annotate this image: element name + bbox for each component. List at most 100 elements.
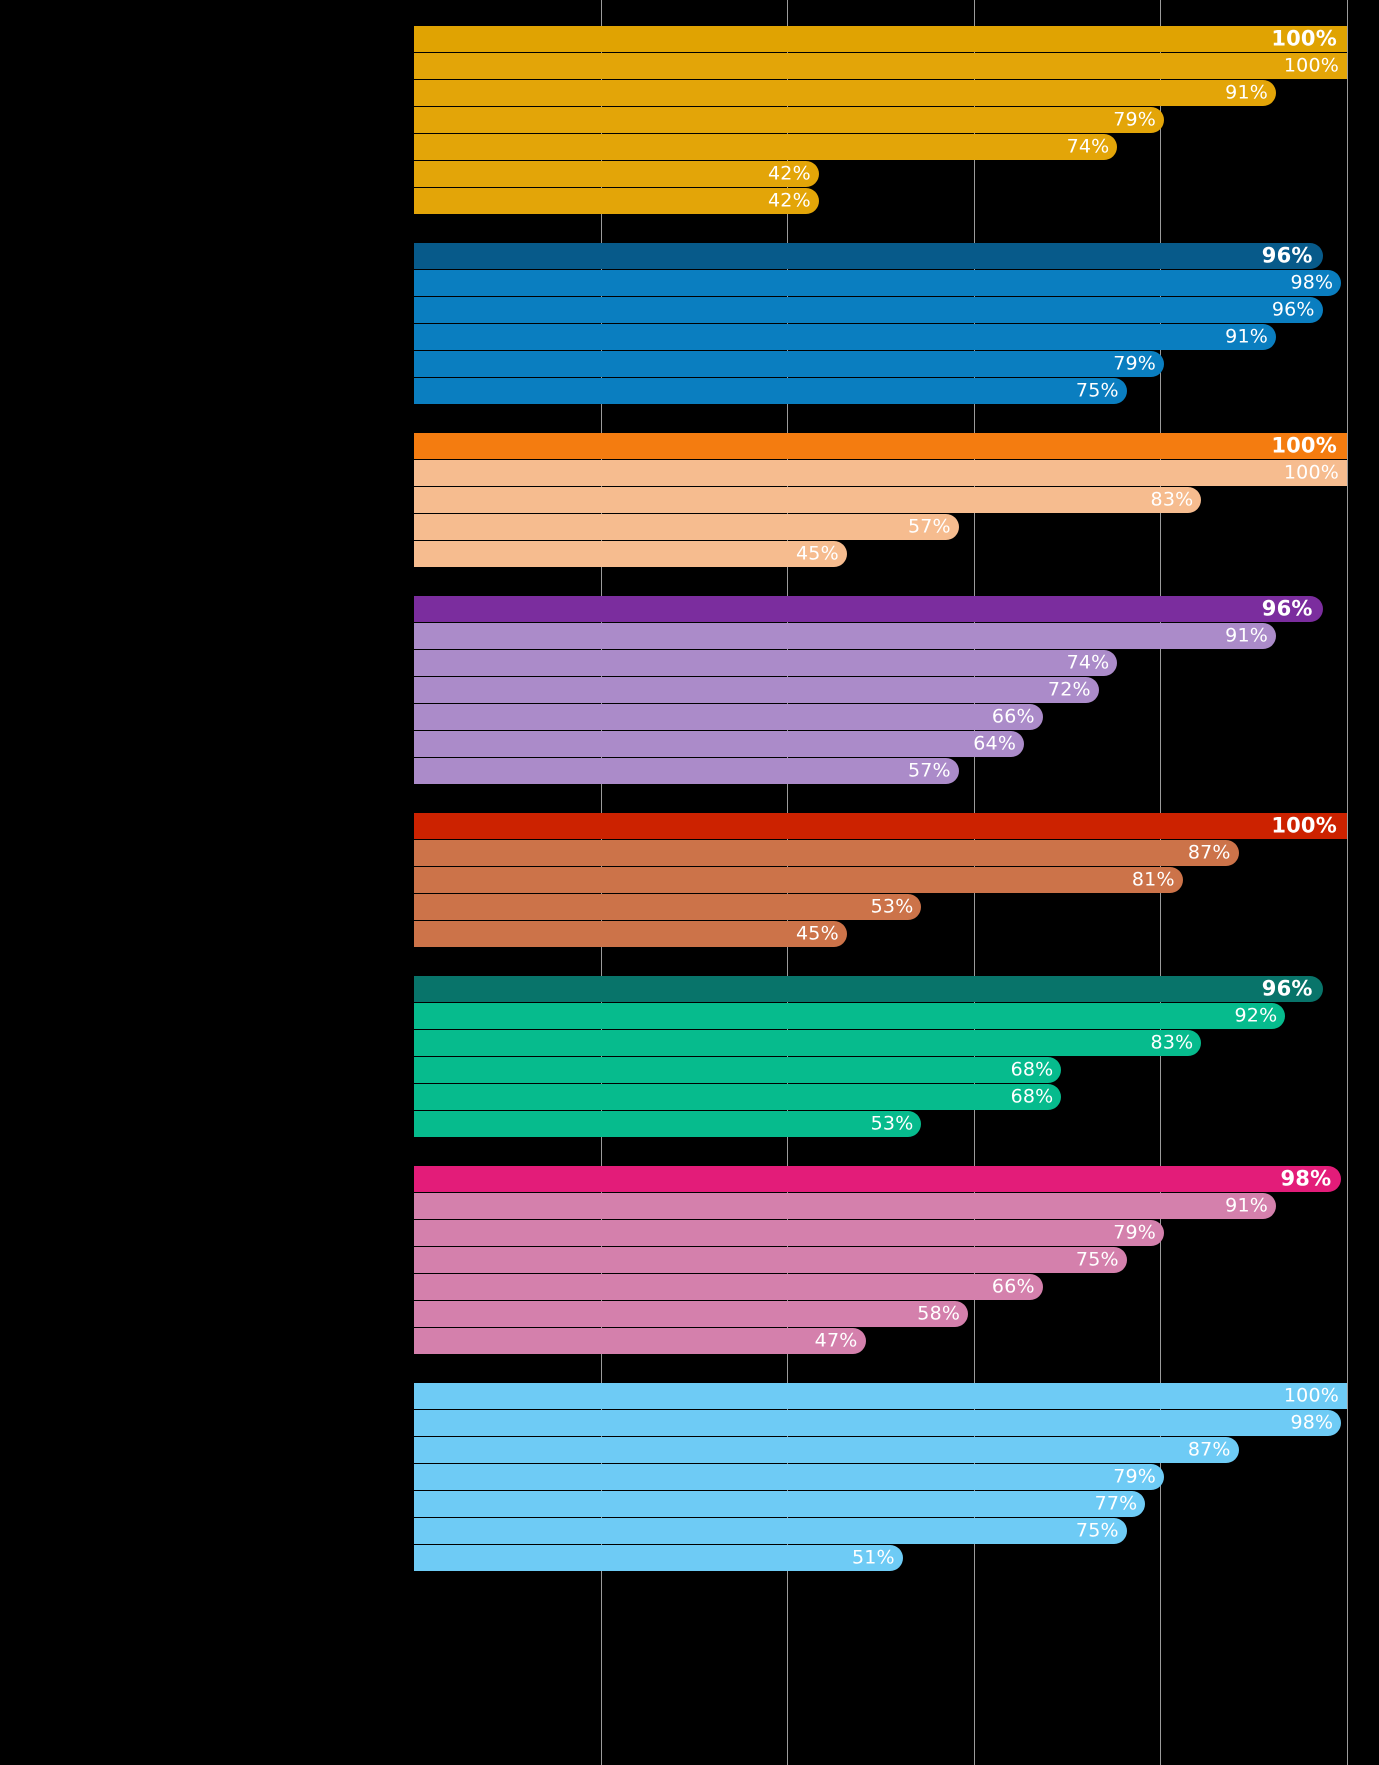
bar-row[interactable]: 75% [414,1518,1347,1544]
bar-row[interactable]: 64% [414,731,1347,757]
bar-row[interactable]: 91% [414,1193,1347,1219]
bar-row[interactable]: 100% [414,433,1347,459]
bar-row[interactable]: 68% [414,1057,1347,1083]
bar[interactable]: 98% [414,270,1342,296]
bar-row[interactable]: 100% [414,813,1347,839]
bar-row[interactable]: 72% [414,677,1347,703]
bar-row[interactable]: 91% [414,80,1347,106]
bar-row[interactable]: 42% [414,188,1347,214]
bar[interactable]: 51% [414,1545,903,1571]
bar[interactable]: 57% [414,514,959,540]
bar-row[interactable]: 74% [414,650,1347,676]
bar[interactable]: 68% [414,1084,1062,1110]
bar[interactable]: 47% [414,1328,866,1354]
bar[interactable]: 42% [414,161,819,187]
bar[interactable]: 100% [414,1383,1347,1409]
bar[interactable]: 53% [414,1111,922,1137]
bar[interactable]: 66% [414,704,1043,730]
bar-row[interactable]: 96% [414,976,1347,1002]
bar-row[interactable]: 96% [414,297,1347,323]
bar[interactable]: 96% [414,976,1323,1002]
bar[interactable]: 100% [414,460,1347,486]
bar[interactable]: 75% [414,1247,1127,1273]
bar[interactable]: 98% [414,1410,1342,1436]
bar[interactable]: 96% [414,243,1323,269]
bar[interactable]: 100% [414,813,1347,839]
bar-row[interactable]: 98% [414,1166,1347,1192]
bar[interactable]: 74% [414,650,1118,676]
bar[interactable]: 79% [414,351,1165,377]
bar-row[interactable]: 79% [414,1220,1347,1246]
bar[interactable]: 42% [414,188,819,214]
bar-row[interactable]: 77% [414,1491,1347,1517]
bar[interactable]: 79% [414,1464,1165,1490]
bar-row[interactable]: 79% [414,107,1347,133]
bar[interactable]: 75% [414,378,1127,404]
bar-row[interactable]: 75% [414,1247,1347,1273]
bar[interactable]: 79% [414,1220,1165,1246]
bar-row[interactable]: 100% [414,460,1347,486]
bar[interactable]: 91% [414,623,1277,649]
bar-row[interactable]: 75% [414,378,1347,404]
bar-row[interactable]: 68% [414,1084,1347,1110]
bar[interactable]: 45% [414,921,847,947]
bar[interactable]: 87% [414,1437,1239,1463]
bar-row[interactable]: 57% [414,758,1347,784]
bar-row[interactable]: 91% [414,623,1347,649]
bar[interactable]: 83% [414,487,1202,513]
bar[interactable]: 58% [414,1301,969,1327]
bar[interactable]: 96% [414,596,1323,622]
bar[interactable]: 75% [414,1518,1127,1544]
bar-row[interactable]: 83% [414,1030,1347,1056]
bar-row[interactable]: 92% [414,1003,1347,1029]
bar[interactable]: 96% [414,297,1323,323]
bar-row[interactable]: 98% [414,1410,1347,1436]
bar-row[interactable]: 45% [414,541,1347,567]
bar-row[interactable]: 66% [414,1274,1347,1300]
bar[interactable]: 77% [414,1491,1146,1517]
bar-row[interactable]: 100% [414,53,1347,79]
bar-row[interactable]: 100% [414,1383,1347,1409]
bar[interactable]: 100% [414,53,1347,79]
bar[interactable]: 87% [414,840,1239,866]
bar[interactable]: 53% [414,894,922,920]
bar-row[interactable]: 96% [414,243,1347,269]
bar-row[interactable]: 98% [414,270,1347,296]
bar-row[interactable]: 87% [414,840,1347,866]
bar-row[interactable]: 45% [414,921,1347,947]
bar-row[interactable]: 79% [414,1464,1347,1490]
bar[interactable]: 100% [414,433,1347,459]
bar[interactable]: 91% [414,80,1277,106]
bar-row[interactable]: 53% [414,1111,1347,1137]
bar[interactable]: 91% [414,324,1277,350]
bar-row[interactable]: 83% [414,487,1347,513]
bar[interactable]: 66% [414,1274,1043,1300]
bar[interactable]: 100% [414,26,1347,52]
bar[interactable]: 68% [414,1057,1062,1083]
bar-row[interactable]: 91% [414,324,1347,350]
bar-row[interactable]: 57% [414,514,1347,540]
bar[interactable]: 91% [414,1193,1277,1219]
bar-row[interactable]: 96% [414,596,1347,622]
bar[interactable]: 45% [414,541,847,567]
bar-row[interactable]: 100% [414,26,1347,52]
bar-row[interactable]: 81% [414,867,1347,893]
bar[interactable]: 57% [414,758,959,784]
bar-row[interactable]: 53% [414,894,1347,920]
bar-row[interactable]: 51% [414,1545,1347,1571]
bar[interactable]: 83% [414,1030,1202,1056]
bar[interactable]: 79% [414,107,1165,133]
bar-row[interactable]: 47% [414,1328,1347,1354]
bar[interactable]: 74% [414,134,1118,160]
bar-row[interactable]: 79% [414,351,1347,377]
bar[interactable]: 81% [414,867,1183,893]
bar[interactable]: 64% [414,731,1025,757]
bar-row[interactable]: 87% [414,1437,1347,1463]
bar-row[interactable]: 58% [414,1301,1347,1327]
bar[interactable]: 92% [414,1003,1286,1029]
bar[interactable]: 72% [414,677,1099,703]
bar[interactable]: 98% [414,1166,1342,1192]
bar-row[interactable]: 66% [414,704,1347,730]
bar-row[interactable]: 74% [414,134,1347,160]
bar-row[interactable]: 42% [414,161,1347,187]
